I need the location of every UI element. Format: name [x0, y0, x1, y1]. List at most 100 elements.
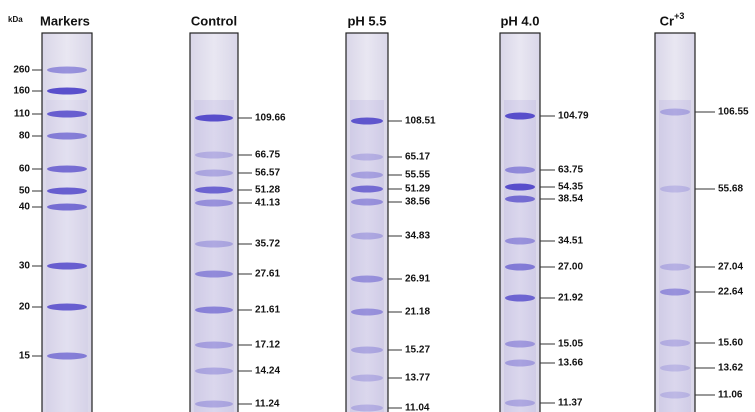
band	[195, 200, 233, 207]
band-label: 51.29	[405, 184, 430, 195]
band	[47, 133, 87, 140]
band	[505, 113, 535, 120]
lane: pH 5.5 108.51 65.17 55.55 51.29 38.56 34.83 26.…	[346, 13, 436, 412]
band-label: 22.64	[718, 287, 743, 298]
gel-figure: kDa Markers 260 160 110 80 60 50 40 30 20 15 Contro…	[0, 0, 755, 412]
band-label: 27.00	[558, 262, 583, 273]
band-label: 27.61	[255, 269, 280, 280]
band	[351, 172, 383, 179]
band-label: 26.91	[405, 274, 430, 285]
band-label: 110	[14, 109, 31, 120]
band-label: 21.61	[255, 305, 280, 316]
lane: pH 4.0104.7963.7554.3538.5434.5127.0021.…	[500, 13, 589, 412]
band-label: 20	[19, 302, 31, 313]
band	[195, 152, 233, 159]
band-label: 15.05	[558, 339, 583, 350]
band	[47, 204, 87, 211]
band-label: 30	[19, 261, 31, 272]
band-label: 35.72	[255, 239, 280, 250]
band	[47, 166, 87, 173]
unit-label: kDa	[8, 15, 23, 24]
band-label: 106.55	[718, 107, 749, 118]
band-label: 11.24	[255, 399, 280, 410]
band	[505, 264, 535, 271]
band-label: 21.18	[405, 307, 430, 318]
band-label: 27.04	[718, 262, 743, 273]
band-label: 55.55	[405, 170, 430, 181]
band	[195, 307, 233, 314]
band-label: 21.92	[558, 293, 583, 304]
band-label: 11.06	[718, 390, 743, 401]
band	[660, 365, 690, 372]
band-label: 51.28	[255, 185, 280, 196]
band	[660, 289, 690, 296]
lane: Markers 260 160 110 80 60 50 40 30 20 15	[13, 13, 92, 412]
band-label: 38.56	[405, 197, 430, 208]
band-label: 104.79	[558, 111, 589, 122]
band-label: 109.66	[255, 113, 286, 124]
band-label: 63.75	[558, 165, 583, 176]
band-label: 13.77	[405, 373, 430, 384]
band-label: 80	[19, 131, 31, 142]
band	[47, 263, 87, 270]
band-label: 13.66	[558, 358, 583, 369]
band-label: 260	[13, 65, 30, 76]
band	[351, 276, 383, 283]
band	[505, 238, 535, 245]
band-label: 13.62	[718, 363, 743, 374]
band	[195, 170, 233, 177]
band	[351, 375, 383, 382]
band-label: 14.24	[255, 366, 280, 377]
band	[351, 233, 383, 240]
band-label: 66.75	[255, 150, 280, 161]
band	[195, 342, 233, 349]
lane-title-sup: +3	[674, 11, 684, 21]
band	[47, 188, 87, 195]
lane-title: Cr+3	[660, 11, 685, 28]
band	[660, 392, 690, 399]
band-label: 17.12	[255, 340, 280, 351]
band-label: 34.83	[405, 231, 430, 242]
lane-title: Markers	[40, 13, 90, 28]
band-label: 11.37	[558, 398, 583, 409]
lane-smear	[46, 100, 88, 412]
band	[47, 88, 87, 95]
band	[47, 353, 87, 360]
band	[505, 295, 535, 302]
band	[351, 347, 383, 354]
band	[195, 368, 233, 375]
band-label: 15.27	[405, 345, 430, 356]
lane-title: pH 5.5	[347, 13, 386, 28]
band	[195, 401, 233, 408]
band	[660, 264, 690, 271]
band-label: 60	[19, 164, 31, 175]
band-label: 11.04	[405, 403, 430, 412]
band	[195, 271, 233, 278]
band-label: 50	[19, 186, 31, 197]
lane-title: pH 4.0	[500, 13, 539, 28]
band	[505, 400, 535, 407]
band	[351, 118, 383, 125]
band-label: 54.35	[558, 182, 583, 193]
band	[660, 109, 690, 116]
band	[47, 67, 87, 74]
band	[660, 340, 690, 347]
band-label: 15	[19, 351, 31, 362]
band-label: 65.17	[405, 152, 430, 163]
band	[505, 341, 535, 348]
band	[351, 154, 383, 161]
lane-smear	[350, 100, 384, 412]
band	[195, 115, 233, 122]
band	[505, 167, 535, 174]
band-label: 15.60	[718, 338, 743, 349]
band-label: 160	[13, 86, 30, 97]
band	[505, 360, 535, 367]
band	[660, 186, 690, 193]
lane-title: Control	[191, 13, 237, 28]
band	[351, 309, 383, 316]
band	[351, 199, 383, 206]
band-label: 40	[19, 202, 31, 213]
band-label: 108.51	[405, 116, 436, 127]
band	[351, 186, 383, 193]
